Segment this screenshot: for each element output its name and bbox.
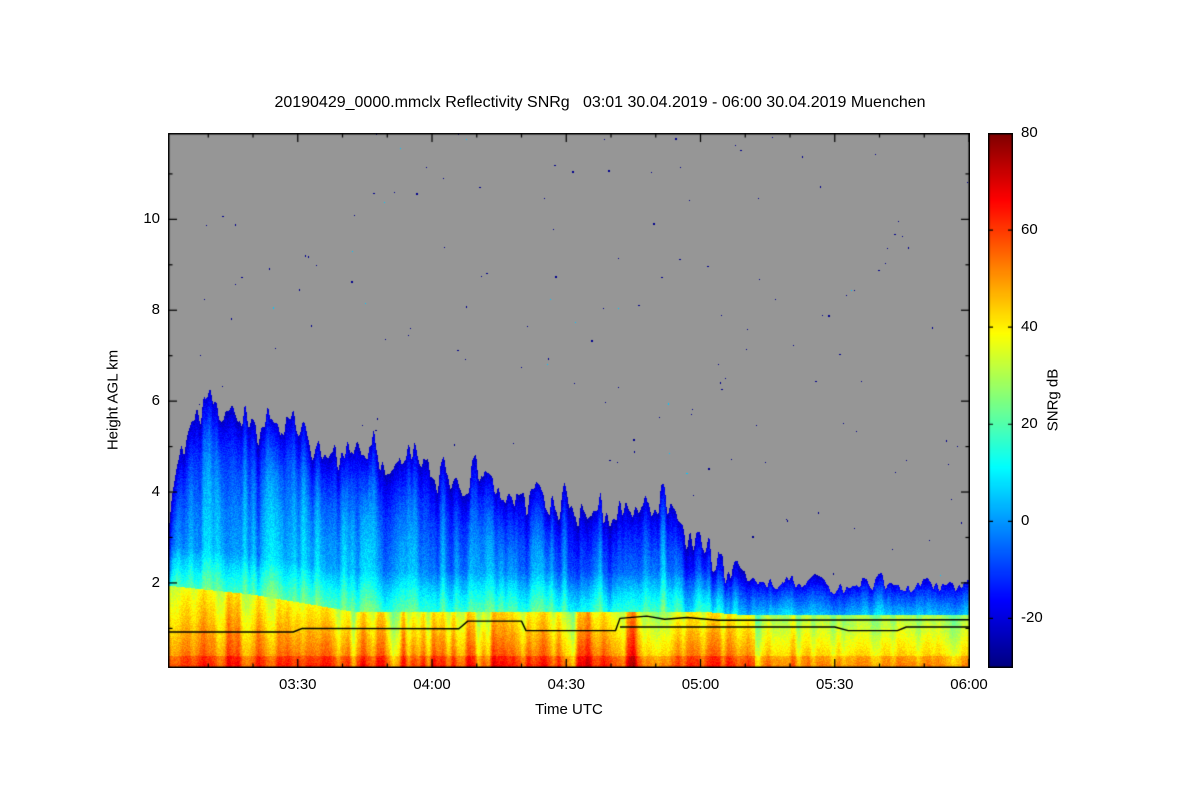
colorbar-tick-label: 40	[1021, 318, 1038, 336]
colorbar-tick-label: 0	[1021, 512, 1030, 530]
heatmap-canvas	[168, 133, 970, 668]
colorbar-tick-label: 60	[1021, 221, 1038, 239]
y-tick-label: 8	[151, 301, 160, 319]
x-tick-label: 04:30	[547, 676, 586, 693]
x-tick-label: 05:00	[681, 676, 720, 693]
x-tick-label: 05:30	[815, 676, 854, 693]
colorbar-tick-label: 80	[1021, 124, 1038, 141]
colorbar-tick-label: -20	[1021, 609, 1043, 627]
x-tick-label: 04:00	[413, 676, 451, 693]
x-axis-label: Time UTC	[535, 701, 603, 718]
y-tick-label: 10	[143, 210, 160, 228]
colorbar-tick-label: 20	[1021, 415, 1038, 433]
y-tick-label: 4	[151, 483, 160, 501]
x-tick-label: 06:00	[950, 676, 988, 693]
colorbar-canvas	[988, 133, 1013, 668]
y-tick-label: 6	[151, 392, 160, 410]
plot-title: 20190429_0000.mmclx Reflectivity SNRg 03…	[274, 94, 926, 111]
x-tick-label: 03:30	[278, 676, 317, 693]
y-tick-label: 2	[151, 573, 160, 591]
colorbar-label: SNRg dB	[1044, 368, 1062, 432]
